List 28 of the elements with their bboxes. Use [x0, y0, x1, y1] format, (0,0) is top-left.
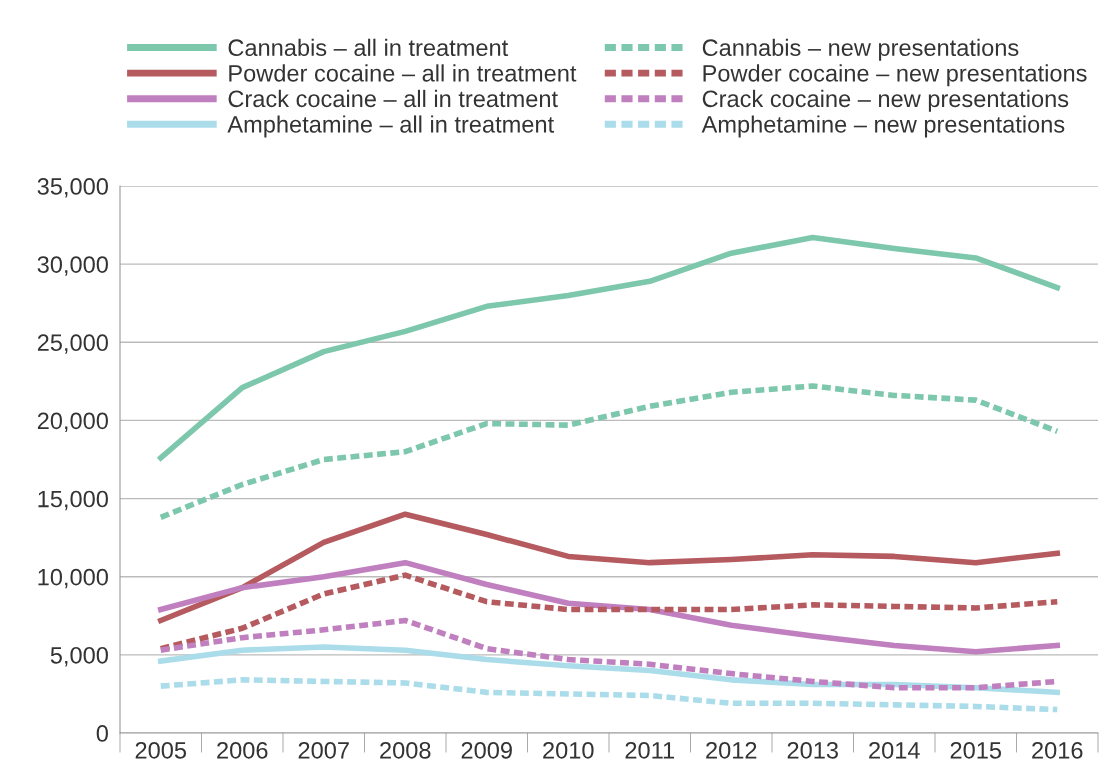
y-tick-label: 30,000 [37, 256, 108, 276]
legend-label: Amphetamine – all in treatment [227, 115, 554, 138]
legend-label: Powder cocaine – new presentations [703, 64, 1087, 87]
x-tick-label: 2006 [217, 741, 268, 759]
x-tick-label: 2010 [543, 741, 594, 759]
legend-label: Cannabis – new presentations [702, 38, 1019, 61]
legend-label: Cannabis – all in treatment [228, 38, 509, 57]
y-tick-label: 25,000 [37, 334, 108, 354]
y-tick-label: 35,000 [37, 178, 108, 198]
x-tick-label: 2005 [135, 741, 187, 759]
legend-label: Crack cocaine – new presentations [702, 89, 1069, 112]
y-tick-label: 5,000 [50, 646, 108, 667]
x-tick-label: 2016 [1032, 741, 1083, 759]
legend-label: Powder cocaine – all in treatment [229, 64, 577, 82]
y-tick-label: 20,000 [37, 412, 108, 433]
x-tick-label: 2008 [380, 741, 431, 759]
y-tick-label: 15,000 [38, 490, 108, 511]
x-tick-label: 2009 [461, 741, 512, 759]
y-tick-label: 0 [96, 725, 108, 742]
legend-label: Amphetamine – new presentations [701, 115, 1065, 138]
x-tick-label: 2014 [869, 741, 920, 759]
x-tick-label: 2015 [950, 741, 1002, 759]
x-tick-label: 2013 [787, 741, 838, 759]
x-tick-label: 2011 [625, 741, 674, 759]
legend-label: Crack cocaine – all in treatment [228, 89, 558, 108]
y-tick-label: 10,000 [38, 568, 108, 589]
x-tick-label: 2007 [298, 741, 349, 759]
x-tick-label: 2012 [706, 741, 757, 759]
